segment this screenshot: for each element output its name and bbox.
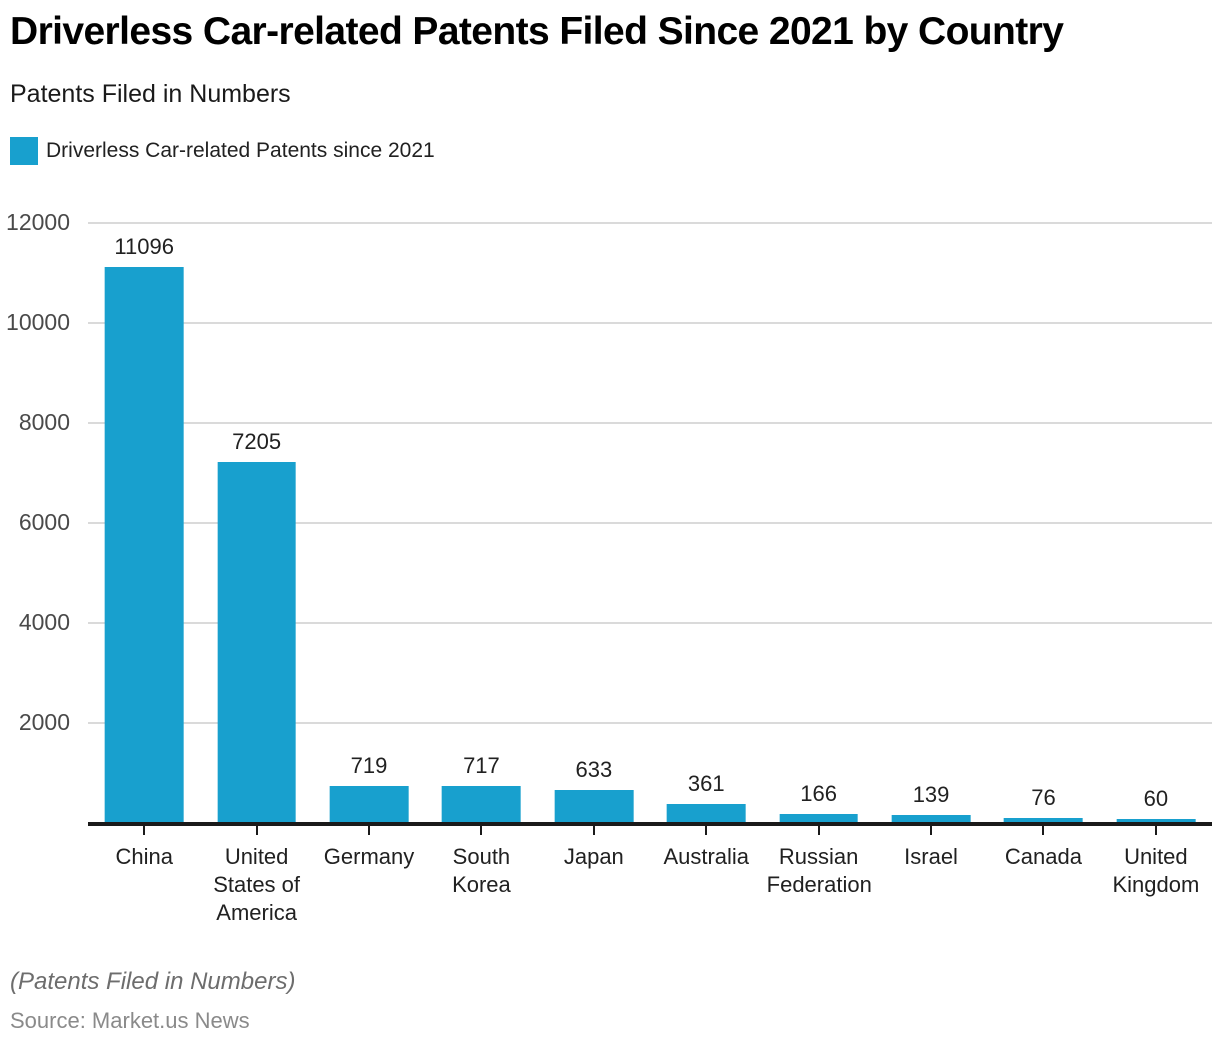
x-axis-tick [817,826,820,835]
legend-swatch [10,137,38,165]
y-tick-label: 12000 [6,209,70,235]
x-axis-tick [143,826,146,835]
x-tick-label: Germany [323,844,415,869]
x-tick-label: Israel [904,844,958,869]
bar [891,815,971,822]
x-axis-tick [1154,826,1157,835]
x-axis-tick [705,826,708,835]
bar-slot: 717 [425,222,537,822]
gridline [88,222,1212,224]
x-axis-tick [255,826,258,835]
gridline [88,522,1212,524]
bar-value-label: 11096 [114,234,174,260]
bar-slot: 11096 [88,222,200,822]
bar-slot: 633 [538,222,650,822]
x-axis-line [88,822,1212,826]
bar-value-label: 719 [350,753,388,779]
bars-row: 11096 7205 719 717 633 361 166 139 76 60 [88,222,1212,822]
x-axis-tick [1042,826,1045,835]
x-axis-cell: South Korea [425,826,537,927]
bar [1116,819,1196,822]
x-axis-cell: Israel [875,826,987,927]
x-axis-cell: Germany [313,826,425,927]
x-axis-tick [592,826,595,835]
x-axis-cell: China [88,826,200,927]
legend: Driverless Car-related Patents since 202… [10,137,435,165]
x-axis-cell: Russian Federation [762,826,874,927]
chart-subtitle: Patents Filed in Numbers [10,80,291,108]
gridline [88,722,1212,724]
bar [104,267,184,822]
x-axis-labels: China United States of America Germany Sout… [88,826,1212,927]
y-axis-labels: 2000 4000 6000 8000 10000 12000 [0,210,78,822]
y-tick-label: 4000 [18,609,70,635]
bar-value-label: 139 [912,782,950,808]
x-axis-cell: Canada [987,826,1099,927]
gridline [88,422,1212,424]
x-tick-label: Russian Federation [766,844,872,897]
bar [217,461,296,822]
x-tick-label: Canada [1004,844,1082,869]
bar [1004,818,1083,822]
y-tick-label: 6000 [18,509,70,535]
plot-area: 11096 7205 719 717 633 361 166 139 76 60 China Uni… [88,222,1212,925]
x-axis-tick [368,826,371,835]
bar [779,813,858,822]
x-axis-tick [930,826,933,835]
x-tick-label: China [115,844,173,869]
legend-label: Driverless Car-related Patents since 202… [46,139,435,162]
bar-value-label: 633 [575,757,613,783]
gridline [88,322,1212,324]
bar [554,790,634,822]
y-tick-label: 8000 [18,409,70,435]
x-tick-label: Australia [663,844,750,869]
chart-title: Driverless Car-related Patents Filed Sin… [10,10,1064,53]
bar [329,786,409,822]
bar-value-label: 76 [1031,785,1056,811]
footnote: (Patents Filed in Numbers) [10,968,296,995]
bar-slot: 719 [313,222,425,822]
bar [666,803,746,822]
x-tick-label: South Korea [452,844,511,897]
x-tick-label: United States of America [213,844,301,925]
x-axis-cell: Australia [650,826,762,927]
bar-slot: 139 [875,222,987,822]
source-credit: Source: Market.us News [10,1008,250,1033]
bar-slot: 361 [650,222,762,822]
bar [442,786,521,822]
y-tick-label: 2000 [18,709,70,735]
bar-value-label: 717 [463,753,500,779]
bar-slot: 7205 [200,222,312,822]
y-tick-label: 10000 [6,309,70,335]
bar-value-label: 60 [1143,786,1169,811]
x-axis-cell: United Kingdom [1100,826,1212,927]
x-axis-cell: United States of America [200,826,312,927]
bar-slot: 166 [762,222,874,822]
bar-value-label: 166 [800,780,837,806]
x-tick-label: Japan [563,844,624,869]
x-axis-tick [480,826,483,835]
bar-value-label: 361 [687,770,725,796]
x-tick-label: United Kingdom [1112,844,1200,897]
gridline [88,622,1212,624]
x-axis-cell: Japan [538,826,650,927]
bar-slot: 76 [987,222,1099,822]
bar-slot: 60 [1100,222,1212,822]
bar-value-label: 7205 [232,428,282,454]
